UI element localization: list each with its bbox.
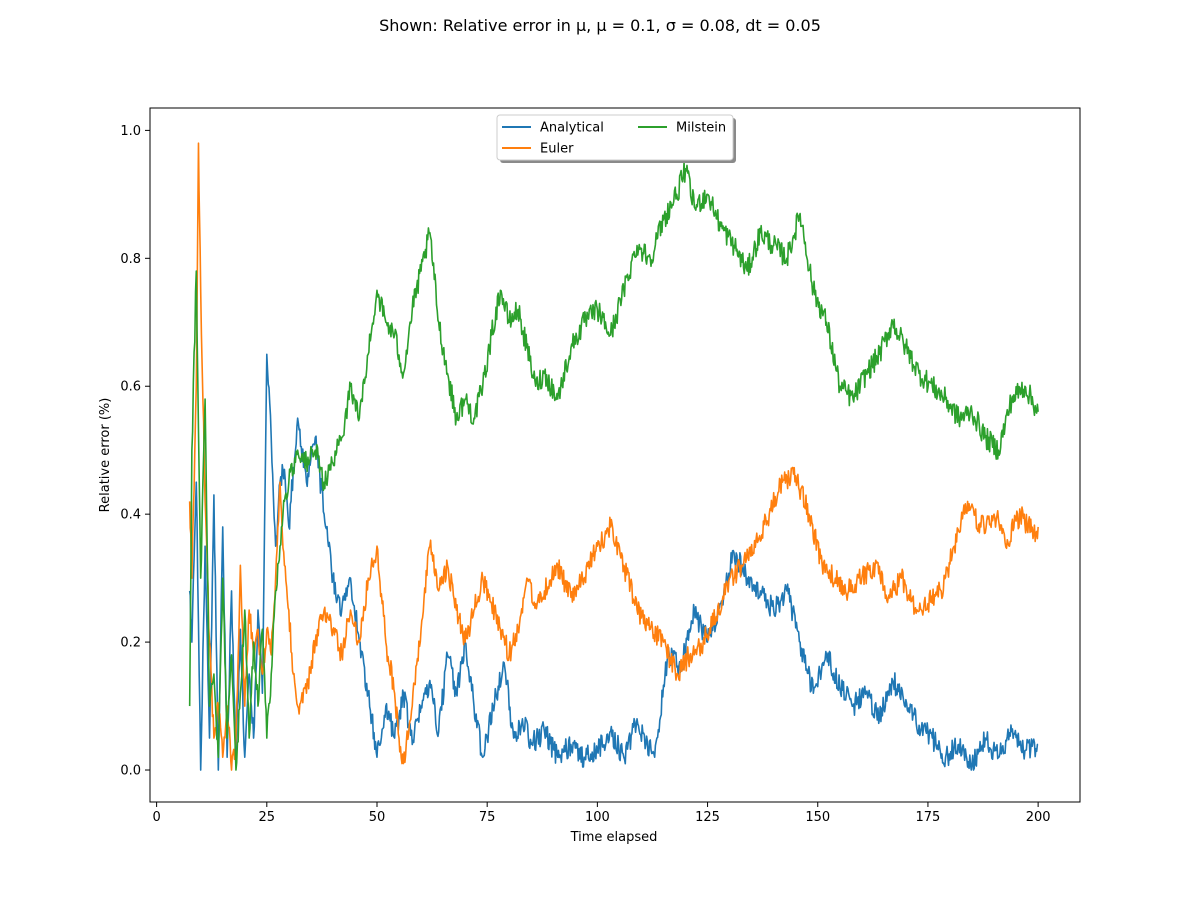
axes-frame — [149, 107, 1081, 803]
x-tick-label: 50 — [369, 810, 386, 825]
plot-background — [150, 108, 1080, 802]
axes-layer: 0 25 50 75 100 125 150 175 200 0.0 0.2 0.4 0.6 0.8 1.0 — [120, 107, 1081, 825]
legend-label-euler: Euler — [540, 142, 574, 157]
y-tick-label: 0.6 — [120, 380, 141, 395]
legend: Analytical Euler Milstein — [496, 114, 736, 163]
x-tick-label: 125 — [695, 810, 720, 825]
x-tick-label: 150 — [805, 810, 830, 825]
series-line-analytical — [188, 353, 1039, 771]
x-tick-label: 100 — [585, 810, 610, 825]
y-tick-label: 0.8 — [120, 252, 141, 267]
y-tick-label: 1.0 — [120, 124, 141, 139]
y-tick-label: 0.4 — [120, 508, 141, 523]
x-axis-label: Time elapsed — [570, 830, 658, 845]
x-tick-label: 75 — [479, 810, 496, 825]
legend-label-milstein: Milstein — [676, 121, 726, 136]
legend-label-analytical: Analytical — [540, 121, 604, 136]
x-tick-label: 200 — [1026, 810, 1051, 825]
series-line-milstein — [188, 161, 1039, 771]
legend-box — [496, 114, 734, 161]
y-tick-label: 0.0 — [120, 764, 141, 779]
y-axis-label: Relative error (%) — [98, 398, 113, 513]
chart-title: Shown: Relative error in μ, μ = 0.1, σ =… — [379, 16, 821, 35]
series-line-euler — [188, 142, 1039, 771]
x-tick-label: 0 — [152, 810, 160, 825]
x-tick-label: 25 — [259, 810, 276, 825]
y-tick-label: 0.2 — [120, 636, 141, 651]
x-tick-label: 175 — [916, 810, 941, 825]
series-layer — [188, 142, 1039, 771]
plot-area — [150, 108, 1080, 802]
